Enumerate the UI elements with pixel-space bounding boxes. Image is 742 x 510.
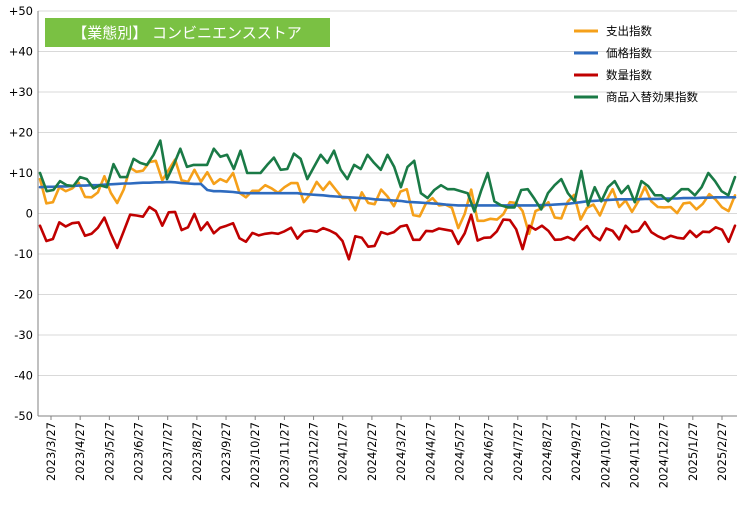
y-tick-label: -40 [14,369,33,383]
x-tick-label: 2023/6/27 [132,422,146,481]
series-lines [38,139,737,261]
series-line-3 [38,139,737,213]
x-tick-label: 2023/4/27 [73,422,87,481]
chart-title: 【業態別】 コンビニエンスストア [72,24,301,42]
x-tick-label: 2024/12/27 [657,422,671,488]
series-line-2 [38,205,737,261]
x-tick-label: 2024/8/27 [540,422,554,481]
series-line-0 [38,158,737,236]
x-tick-label: 2024/7/27 [511,422,525,481]
x-tick-label: 2024/4/27 [423,422,437,481]
x-tick-label: 2024/10/27 [598,422,612,488]
x-tick-label: 2023/10/27 [248,422,262,488]
legend-label: 数量指数 [606,68,652,82]
y-tick-label: -50 [14,409,33,423]
x-tick-label: 2023/7/27 [161,422,175,481]
x-tick-label: 2023/11/27 [277,422,291,488]
series-line-1 [38,180,737,207]
x-tick-label: 2025/2/27 [715,422,729,481]
y-tick-label: -20 [14,288,33,302]
x-tick-label: 2023/12/27 [307,422,321,488]
y-tick-label: -30 [14,328,33,342]
x-tick-label: 2024/11/27 [627,422,641,488]
legend-label: 支出指数 [606,24,652,38]
y-tick-label: -10 [14,247,33,261]
x-tick-label: 2024/6/27 [482,422,496,481]
x-tick-label: 2024/5/27 [452,422,466,481]
axes: -50 -40 -30 -20 -10 0 +10 +20 +30 +40 +50 2023/3/27… [9,4,737,488]
y-tick-label: +40 [9,45,33,59]
x-tick-label: 2024/9/27 [569,422,583,481]
x-tick-label: 2025/1/27 [686,422,700,481]
legend-label: 価格指数 [606,46,652,60]
x-tick-label: 2023/9/27 [219,422,233,481]
x-tick-label: 2024/2/27 [365,422,379,481]
y-tick-label: +50 [9,4,33,18]
x-tick-label: 2024/1/27 [336,422,350,481]
grid [38,10,737,417]
chart-title-box: 【業態別】 コンビニエンスストア [45,18,330,47]
y-tick-label: +30 [9,85,33,99]
x-tick-label: 2023/3/27 [44,422,58,481]
y-tick-label: +10 [9,166,33,180]
y-tick-label: +20 [9,126,33,140]
legend-label: 商品入替効果指数 [606,90,698,104]
title-background [45,18,330,47]
x-tick-label: 2023/8/27 [190,422,204,481]
x-tick-label: 2023/5/27 [102,422,116,481]
x-tick-label: 2024/3/27 [394,422,408,481]
y-tick-label: 0 [26,207,33,221]
